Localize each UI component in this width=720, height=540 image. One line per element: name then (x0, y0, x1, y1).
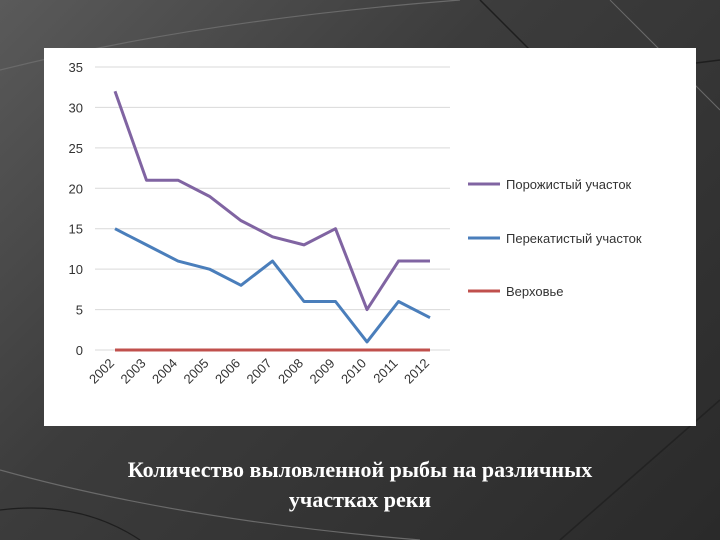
y-tick-label: 10 (69, 262, 83, 277)
legend-label: Верховье (506, 284, 563, 299)
legend: Порожистый участок Перекатистый участок Ве… (468, 177, 642, 299)
legend-label: Перекатистый участок (506, 231, 642, 246)
caption-line-1: Количество выловленной рыбы на различных (127, 457, 593, 482)
chart-caption: Количество выловленной рыбы на различных… (0, 455, 720, 515)
y-tick-label: 25 (69, 141, 83, 156)
x-tick-label: 2005 (181, 356, 212, 387)
x-tick-label: 2010 (338, 356, 369, 387)
series-line (114, 227, 431, 344)
x-tick-label: 2002 (86, 356, 117, 387)
y-tick-label: 5 (76, 303, 83, 318)
y-axis-ticks: 0 5 10 15 20 25 30 35 (69, 60, 83, 358)
x-axis-ticks: 2002 2003 2004 2005 2006 2007 2008 2009 2010 2011… (86, 356, 432, 387)
x-tick-label: 2012 (401, 356, 432, 387)
x-tick-label: 2011 (370, 356, 400, 386)
chart-panel: 0 5 10 15 20 25 30 35 2002 2003 2004 2005 2006 2007 2… (44, 48, 696, 426)
y-tick-label: 20 (69, 181, 83, 196)
caption-line-2: участках реки (288, 487, 432, 512)
x-tick-label: 2008 (275, 356, 306, 387)
x-tick-label: 2007 (244, 356, 275, 387)
y-tick-label: 0 (76, 343, 83, 358)
gridlines (95, 66, 450, 351)
x-tick-label: 2006 (212, 356, 243, 387)
series-line (113, 90, 430, 312)
x-tick-label: 2009 (307, 356, 338, 387)
y-tick-label: 15 (69, 222, 83, 237)
y-tick-label: 35 (69, 60, 83, 75)
x-tick-label: 2003 (118, 356, 149, 387)
series-lines (113, 90, 431, 352)
y-tick-label: 30 (69, 100, 83, 115)
legend-label: Порожистый участок (506, 177, 632, 192)
x-tick-label: 2004 (149, 356, 180, 387)
